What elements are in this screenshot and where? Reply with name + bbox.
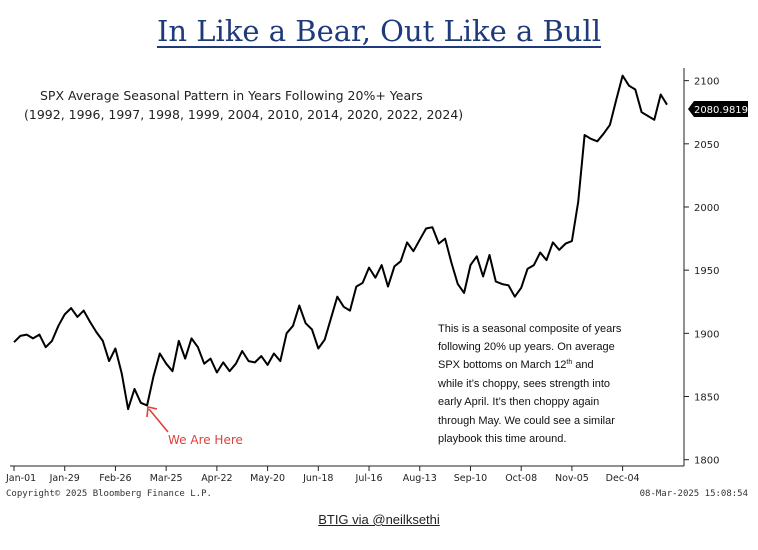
x-tick-label: Jan-01 — [5, 473, 36, 484]
y-tick-label: 2000 — [694, 203, 719, 214]
last-value-tag: 2080.9819 — [688, 101, 748, 117]
timestamp-label: 08-Mar-2025 15:08:54 — [640, 489, 748, 499]
x-tick-label: Sep-10 — [454, 473, 487, 484]
series-line — [13, 74, 668, 411]
x-tick-label: Feb-26 — [99, 473, 131, 484]
x-tick-label: Jul-16 — [355, 473, 383, 484]
x-tick-label: May-20 — [250, 473, 285, 484]
commentary-line-3: SPX bottoms on March 12th and — [438, 359, 594, 371]
x-tick-label: Dec-04 — [606, 473, 640, 484]
y-tick-label: 1950 — [694, 266, 719, 277]
x-tick-label: Jan-29 — [49, 473, 80, 484]
y-tick-label: 1900 — [694, 329, 719, 340]
x-tick-label: Apr-22 — [201, 473, 232, 484]
commentary-line-1: This is a seasonal composite of years — [438, 323, 622, 335]
source-credit: BTIG via @neilksethi — [318, 512, 440, 527]
arrow-shaft — [148, 408, 169, 433]
commentary-line-6: through May. We could see a similar — [438, 415, 615, 427]
x-tick-label: Nov-05 — [555, 473, 589, 484]
copyright-label: Copyright© 2025 Bloomberg Finance L.P. — [6, 489, 212, 499]
y-tick-label: 1850 — [694, 393, 719, 404]
page-title: In Like a Bear, Out Like a Bull — [156, 14, 602, 48]
commentary-line-3-main: SPX bottoms on March 12 — [438, 359, 566, 371]
chart-subtitle: (1992, 1996, 1997, 1998, 1999, 2004, 201… — [24, 107, 463, 122]
y-tick-label: 1800 — [694, 456, 719, 467]
commentary-line-3-tail: and — [572, 359, 593, 371]
commentary-line-5: early April. It’s then choppy again — [438, 396, 599, 408]
seasonal-line-chart: SPX Average Seasonal Pattern in Years Fo… — [5, 68, 748, 499]
commentary-box: This is a seasonal composite of years fo… — [437, 323, 622, 445]
y-tick-label: 2100 — [694, 77, 719, 88]
commentary-line-7: playbook this time around. — [438, 433, 566, 445]
y-tick-label: 2050 — [694, 140, 719, 151]
commentary-line-2: following 20% up years. On average — [438, 341, 615, 353]
x-tick-label: Aug-13 — [403, 473, 437, 484]
x-tick-label: Jun-18 — [302, 473, 333, 484]
chart-title: SPX Average Seasonal Pattern in Years Fo… — [40, 88, 423, 103]
x-tick-label: Mar-25 — [150, 473, 183, 484]
arrow-head-icon — [146, 406, 158, 418]
we-are-here-annotation: We Are Here — [146, 406, 243, 447]
x-tick-label: Oct-08 — [505, 473, 537, 484]
we-are-here-label: We Are Here — [168, 433, 243, 447]
commentary-line-4: while it’s choppy, sees strength into — [437, 378, 610, 390]
commentary-sup: th — [566, 359, 572, 366]
last-value-label: 2080.9819 — [694, 105, 748, 116]
